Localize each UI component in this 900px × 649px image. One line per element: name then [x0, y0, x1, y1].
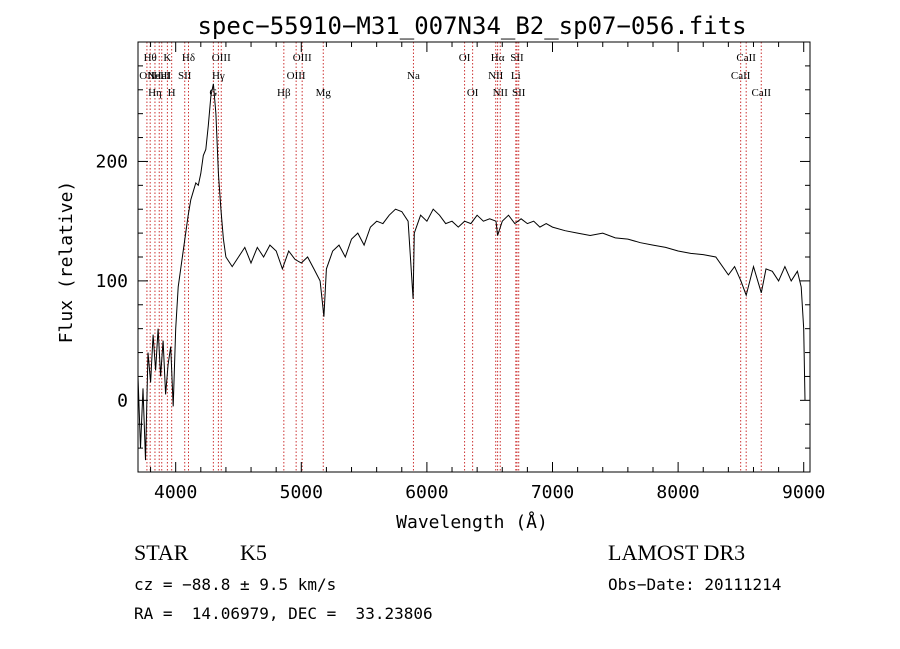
x-tick-label: 5000 [280, 482, 323, 503]
line-marker-label: Hη [148, 87, 162, 99]
observation-date: Obs−Date: 20111214 [608, 575, 781, 594]
object-subclass: K5 [240, 540, 267, 565]
line-marker-label: HeI [153, 70, 170, 82]
line-marker-label: NII [488, 70, 504, 82]
line-marker-label: H [168, 87, 176, 99]
y-tick-label: 100 [95, 271, 128, 292]
line-marker-label: OI [459, 52, 471, 64]
y-axis-ticks: 0 100 200 [95, 65, 810, 449]
redshift-velocity: cz = −88.8 ± 9.5 km/s [134, 575, 336, 594]
line-marker-label: SII [178, 70, 192, 82]
line-marker-label: OII [139, 70, 155, 82]
x-axis-label: Wavelength (Å) [396, 511, 548, 533]
line-marker-label: Hα [491, 52, 505, 64]
line-marker-label: OIII [212, 52, 231, 64]
line-marker-label: OI [467, 87, 479, 99]
object-class: STAR [134, 540, 189, 565]
emission-line-labels: OIIHθHηNeIIIHeIKHSIIHδGHγOIIIHβOIIIOIIIM… [139, 52, 771, 99]
x-axis-ticks: 4000 5000 6000 7000 8000 9000 [150, 42, 825, 503]
chart-title: spec−55910−M31_007N34_B2_sp07−056.fits [197, 12, 746, 40]
line-marker-label: OIII [293, 52, 312, 64]
line-marker-label: Li [511, 70, 521, 82]
y-tick-label: 0 [117, 390, 128, 411]
survey-name: LAMOST DR3 [608, 540, 745, 565]
spectrum-line [137, 83, 806, 461]
line-marker-label: CaII [731, 70, 751, 82]
line-marker-label: Na [407, 70, 420, 82]
x-tick-label: 6000 [405, 482, 448, 503]
line-marker-label: Hδ [182, 52, 195, 64]
x-tick-label: 4000 [154, 482, 197, 503]
line-marker-label: CaII [736, 52, 756, 64]
line-marker-label: NeIII [147, 70, 171, 82]
line-marker-label: Mg [316, 87, 332, 99]
line-marker-label: K [163, 52, 171, 64]
x-tick-label: 8000 [656, 482, 699, 503]
y-axis-label: Flux (relative) [56, 181, 77, 344]
line-marker-label: Hγ [212, 70, 225, 82]
line-marker-label: SII [512, 87, 526, 99]
line-marker-label: Hβ [277, 87, 291, 99]
x-tick-label: 9000 [782, 482, 825, 503]
line-marker-label: OIII [287, 70, 306, 82]
line-marker-label: NII [493, 87, 509, 99]
line-marker-label: CaII [751, 87, 771, 99]
x-tick-label: 7000 [531, 482, 574, 503]
coordinates: RA = 14.06979, DEC = 33.23806 [134, 604, 433, 623]
line-marker-label: G [209, 87, 217, 99]
y-tick-label: 200 [95, 151, 128, 172]
line-marker-label: SII [510, 52, 524, 64]
emission-line-markers [146, 42, 762, 472]
line-marker-label: Hθ [144, 52, 157, 64]
